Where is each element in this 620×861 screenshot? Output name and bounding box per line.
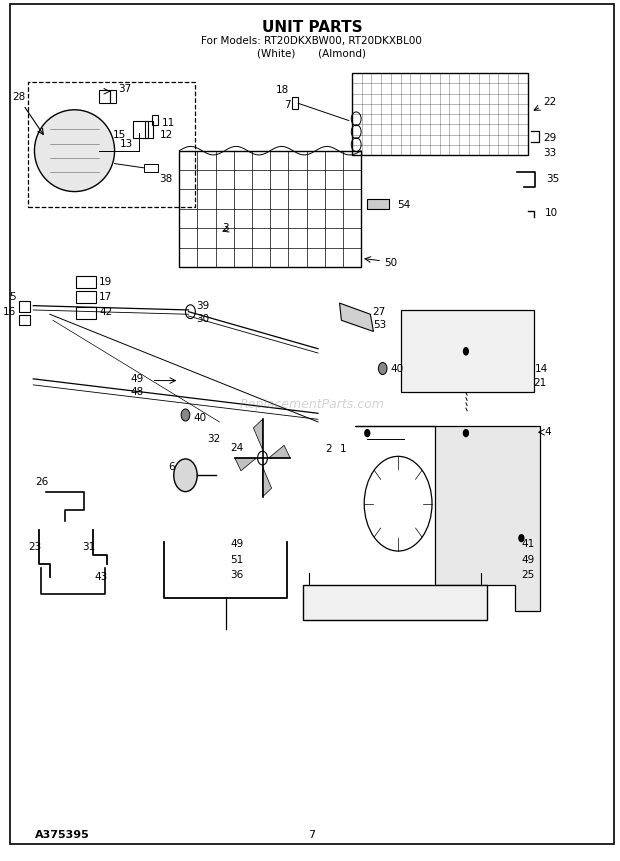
Text: 10: 10 <box>545 208 558 218</box>
Text: UNIT PARTS: UNIT PARTS <box>262 20 362 35</box>
Text: 13: 13 <box>120 139 133 149</box>
Text: 41: 41 <box>521 539 534 549</box>
Bar <box>110 90 117 103</box>
Ellipse shape <box>174 459 197 492</box>
Text: 49: 49 <box>131 374 144 384</box>
Bar <box>352 73 528 155</box>
Circle shape <box>519 535 524 542</box>
Text: 7: 7 <box>284 100 291 110</box>
Text: 4: 4 <box>545 427 551 437</box>
Text: (White)       (Almond): (White) (Almond) <box>257 48 366 59</box>
Text: 43: 43 <box>95 572 108 582</box>
Bar <box>151 115 157 125</box>
Bar <box>133 121 148 138</box>
Ellipse shape <box>35 110 115 192</box>
Text: A375395: A375395 <box>35 830 89 840</box>
Circle shape <box>257 451 267 465</box>
Bar <box>19 315 30 325</box>
Text: 42: 42 <box>99 307 112 317</box>
Bar <box>367 199 389 209</box>
Text: 35: 35 <box>546 174 559 184</box>
Text: 18: 18 <box>276 85 289 96</box>
Text: 16: 16 <box>2 307 16 317</box>
Circle shape <box>181 409 190 421</box>
Text: 40: 40 <box>391 363 404 374</box>
Polygon shape <box>262 467 272 497</box>
Text: 14: 14 <box>535 363 548 374</box>
Bar <box>303 585 487 620</box>
Text: 38: 38 <box>159 174 172 184</box>
Text: 5: 5 <box>9 292 16 302</box>
Text: 33: 33 <box>543 148 556 158</box>
Bar <box>19 301 30 312</box>
Circle shape <box>463 347 469 356</box>
Polygon shape <box>235 458 256 471</box>
Bar <box>292 97 298 109</box>
Circle shape <box>378 362 387 375</box>
Text: 23: 23 <box>29 542 42 552</box>
Text: 26: 26 <box>36 477 49 487</box>
Text: 6: 6 <box>169 461 175 472</box>
Text: 50: 50 <box>384 257 397 268</box>
Text: ReplacementParts.com: ReplacementParts.com <box>239 398 384 412</box>
Text: 3: 3 <box>223 223 229 233</box>
Text: 32: 32 <box>207 434 220 444</box>
Polygon shape <box>355 426 540 611</box>
Text: 53: 53 <box>373 320 387 331</box>
Circle shape <box>365 430 370 437</box>
Polygon shape <box>254 419 262 449</box>
Text: 30: 30 <box>197 313 210 324</box>
Text: 51: 51 <box>231 554 244 565</box>
Bar <box>144 164 157 172</box>
Bar <box>76 276 96 288</box>
Text: 21: 21 <box>534 378 547 388</box>
Circle shape <box>185 305 195 319</box>
Bar <box>401 310 534 392</box>
Text: 49: 49 <box>231 539 244 549</box>
Text: 1: 1 <box>340 444 346 455</box>
Text: 40: 40 <box>193 412 206 423</box>
Text: 37: 37 <box>118 84 131 94</box>
Polygon shape <box>340 303 373 331</box>
Bar <box>146 121 153 138</box>
Text: 54: 54 <box>397 200 410 210</box>
Text: 28: 28 <box>12 91 25 102</box>
Text: 15: 15 <box>112 130 126 140</box>
Circle shape <box>463 430 468 437</box>
Text: 36: 36 <box>231 570 244 580</box>
Text: 31: 31 <box>82 542 95 552</box>
Polygon shape <box>268 445 290 458</box>
Text: 12: 12 <box>159 130 173 140</box>
Text: 39: 39 <box>197 300 210 311</box>
Text: 29: 29 <box>543 133 556 143</box>
Text: 25: 25 <box>521 570 534 580</box>
Bar <box>76 307 96 319</box>
Text: 7: 7 <box>308 830 316 840</box>
Text: 49: 49 <box>521 554 534 565</box>
Text: 11: 11 <box>161 118 175 128</box>
Text: 24: 24 <box>231 443 244 453</box>
Bar <box>76 291 96 303</box>
Text: 19: 19 <box>99 277 112 288</box>
Text: 2: 2 <box>326 444 332 455</box>
Bar <box>29 82 195 207</box>
Text: 48: 48 <box>131 387 144 397</box>
Text: 27: 27 <box>372 307 386 317</box>
Text: 17: 17 <box>99 292 112 302</box>
Bar <box>179 151 361 267</box>
Text: For Models: RT20DKXBW00, RT20DKXBL00: For Models: RT20DKXBW00, RT20DKXBL00 <box>202 36 422 46</box>
Text: 22: 22 <box>543 96 556 107</box>
Bar <box>99 90 110 103</box>
